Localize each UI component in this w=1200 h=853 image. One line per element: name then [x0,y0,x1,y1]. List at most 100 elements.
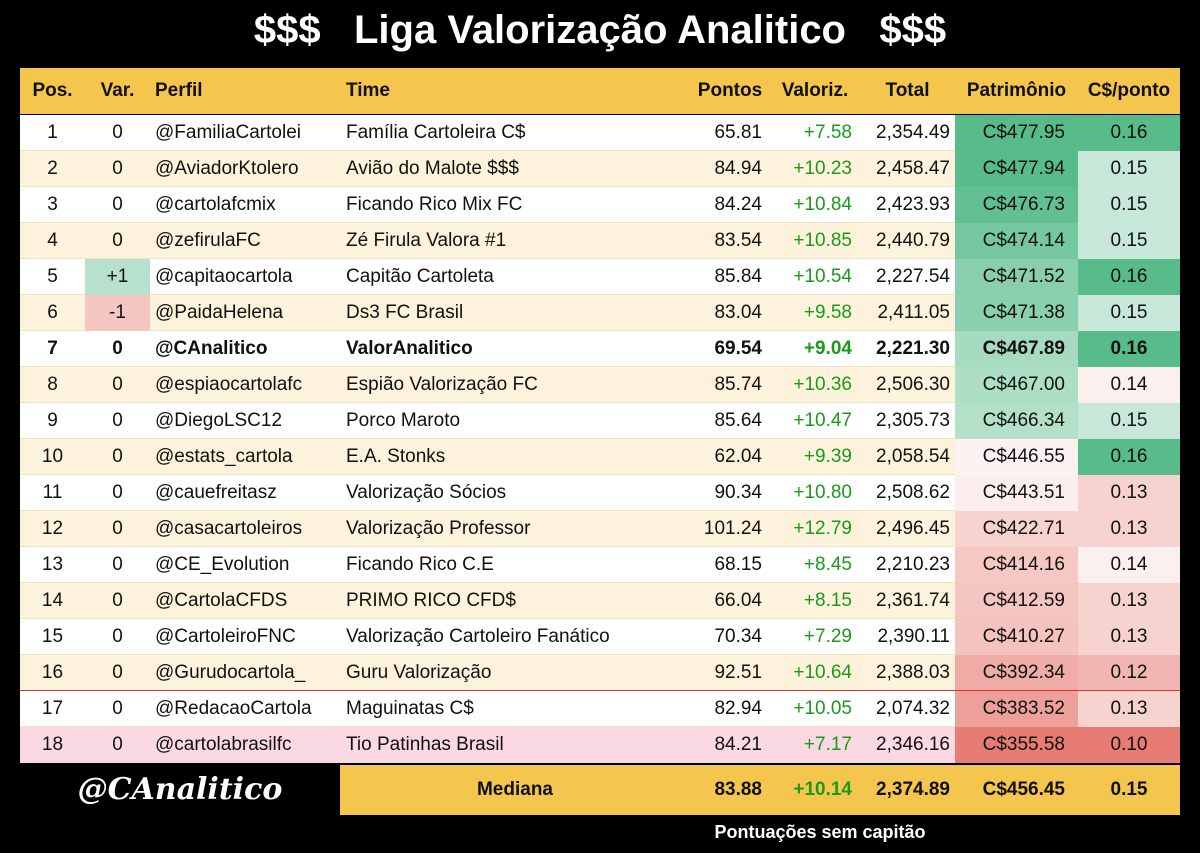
table-cell: @zefirulaFC [155,230,261,251]
table-cell: 11 [42,482,63,503]
table-cell: C$392.34 [955,655,1078,691]
table-cell: C$443.51 [955,475,1078,511]
table-cell: @casacartoleiros [155,518,303,539]
table-cell: 0.13 [1078,691,1180,727]
table-cell: 2,458.47 [876,158,950,179]
table-cell: 16 [41,662,64,683]
table-cell: 5 [47,266,58,287]
summary-value: 0.15 [1110,779,1148,800]
table-cell: 0 [112,194,123,215]
table-cell: C$414.16 [955,547,1078,583]
table-cell: C$410.27 [955,619,1078,655]
table-cell: 84.94 [714,158,762,179]
table-cell: +7.58 [803,122,852,143]
table-cell: C$474.14 [955,223,1078,259]
table-cell: C$477.94 [955,151,1078,187]
table-cell: Zé Firula Valora #1 [346,230,507,251]
table-cell: +10.47 [793,410,852,431]
table-cell: 92.51 [714,662,762,683]
table-cell: +10.36 [793,374,852,395]
table-cell: 0 [112,518,123,539]
table-cell: 12 [41,518,64,539]
table-cell: 0 [112,410,123,431]
table-cell: 0.15 [1078,403,1180,439]
table-cell: 0 [112,554,123,575]
table-cell: @capitaocartola [155,266,293,287]
table-cell: +9.04 [803,338,852,359]
table-cell: Ds3 FC Brasil [346,302,464,323]
table-cell: 9 [47,410,58,431]
footnote: Pontuações sem capitão [714,822,926,842]
table-cell: 1 [47,122,58,143]
table-cell: 2,388.03 [876,662,950,683]
column-header: Valoriz. [781,80,849,101]
table-cell: 0 [112,590,123,611]
table-cell: 3 [47,194,58,215]
table-cell: 84.21 [714,734,762,755]
table-cell: +10.23 [793,158,852,179]
table-cell: Maguinatas C$ [346,698,474,719]
table-cell: 0 [112,122,123,143]
table-cell: C$412.59 [955,583,1078,619]
column-header: Var. [100,80,135,101]
table-cell: @AviadorKtolero [155,158,299,179]
table-cell: C$446.55 [955,439,1078,475]
handle: @CAnalitico [77,772,283,807]
table-cell: 0 [112,158,123,179]
table-cell: 85.74 [714,374,762,395]
table-cell: 2,496.45 [876,518,950,539]
table-cell: 0 [112,662,123,683]
table-cell: 70.34 [714,626,762,647]
table-cell: 83.54 [714,230,762,251]
table-cell: 2,411.05 [877,302,950,323]
table-cell: +10.84 [793,194,852,215]
table-cell: E.A. Stonks [346,446,446,467]
table-cell: ValorAnalitico [346,338,473,359]
table-cell: C$471.52 [955,259,1078,295]
table-cell: 2,227.54 [876,266,950,287]
table-cell: Valorização Sócios [346,482,507,503]
table-cell: 85.84 [714,266,762,287]
table-cell: C$477.95 [955,115,1078,151]
table-cell: @CartoleiroFNC [155,626,296,647]
table-cell: 14 [41,590,64,611]
column-header: Perfil [155,80,203,101]
table-cell: 0.13 [1078,619,1180,655]
table-cell: Ficando Rico Mix FC [346,194,523,215]
table-cell: Guru Valorização [346,662,492,683]
table-cell: @espiaocartolafc [155,374,303,395]
table-cell: 0 [112,230,123,251]
table-cell: 2,506.30 [876,374,950,395]
summary-value: C$456.45 [982,779,1065,800]
table-cell: 6 [47,302,58,323]
table-cell: 0.16 [1078,439,1180,475]
title: $$$ Liga Valorização Analitico $$$ [253,8,947,52]
table-cell: Família Cartoleira C$ [346,122,526,143]
table-cell: 2,058.54 [876,446,950,467]
table-cell: Valorização Cartoleiro Fanático [346,626,610,647]
summary-row [340,765,1180,815]
table-cell: C$467.89 [955,331,1078,367]
table-cell: @RedacaoCartola [155,698,312,719]
table-cell: 0.10 [1078,727,1180,763]
table-cell: 0 [112,374,123,395]
column-header: Time [346,80,391,101]
table-cell: 0.16 [1078,259,1180,295]
table-cell: 0.13 [1078,475,1180,511]
column-header: Pos. [32,80,73,101]
table-cell: +10.05 [793,698,852,719]
table-cell: @cauefreitasz [155,482,277,503]
table-cell: @Gurudocartola_ [155,662,306,683]
summary-value: +10.14 [793,779,852,800]
table-cell: 7 [47,338,58,359]
table-cell: 0 [112,446,123,467]
column-header: C$/ponto [1087,80,1171,101]
table-cell: +7.17 [803,734,852,755]
table-cell: 13 [41,554,64,575]
table-cell: 2,508.62 [876,482,950,503]
table-cell: 66.04 [714,590,762,611]
table-cell: 0 [112,338,123,359]
table-cell: 0.15 [1078,295,1180,331]
table-cell: +8.45 [803,554,852,575]
table-cell: 2,346.16 [876,734,950,755]
